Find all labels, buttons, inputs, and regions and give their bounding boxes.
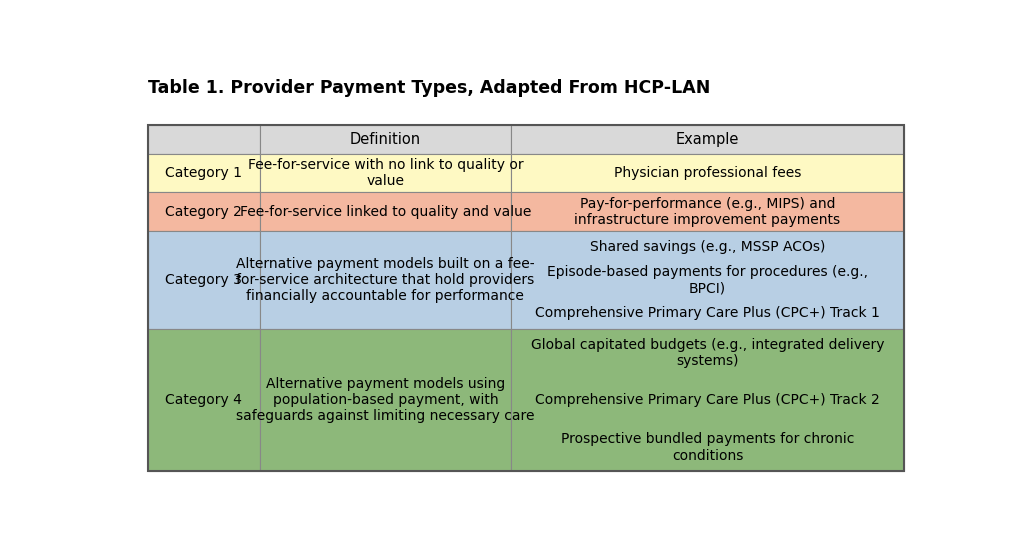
Text: Global capitated budgets (e.g., integrated delivery
systems): Global capitated budgets (e.g., integrat…: [530, 338, 885, 368]
Text: Physician professional fees: Physician professional fees: [613, 166, 801, 180]
Text: Alternative payment models built on a fee-
for-service architecture that hold pr: Alternative payment models built on a fe…: [236, 257, 535, 304]
Text: Alternative payment models using
population-based payment, with
safeguards again: Alternative payment models using populat…: [237, 377, 535, 424]
Text: Table 1. Provider Payment Types, Adapted From HCP-LAN: Table 1. Provider Payment Types, Adapted…: [147, 80, 711, 97]
Text: Comprehensive Primary Care Plus (CPC+) Track 1: Comprehensive Primary Care Plus (CPC+) T…: [536, 306, 880, 320]
Bar: [511, 126, 904, 154]
Bar: [147, 154, 260, 193]
Bar: [260, 193, 511, 231]
Text: Pay-for-performance (e.g., MIPS) and
infrastructure improvement payments: Pay-for-performance (e.g., MIPS) and inf…: [574, 197, 841, 227]
Bar: [147, 193, 260, 231]
Text: Fee-for-service linked to quality and value: Fee-for-service linked to quality and va…: [240, 204, 531, 219]
Bar: [260, 231, 511, 329]
Bar: [511, 231, 904, 329]
Bar: [511, 193, 904, 231]
Text: Category 4: Category 4: [165, 393, 243, 407]
Bar: [260, 154, 511, 193]
Bar: [260, 126, 511, 154]
Bar: [260, 329, 511, 471]
Text: Prospective bundled payments for chronic
conditions: Prospective bundled payments for chronic…: [561, 432, 854, 463]
Text: Fee-for-service with no link to quality or
value: Fee-for-service with no link to quality …: [248, 158, 523, 188]
Bar: [147, 126, 260, 154]
Bar: [511, 154, 904, 193]
Bar: [147, 126, 904, 471]
Text: Category 1: Category 1: [165, 166, 243, 180]
Text: Episode-based payments for procedures (e.g.,
BPCI): Episode-based payments for procedures (e…: [547, 265, 868, 295]
Text: Definition: Definition: [350, 132, 421, 147]
Bar: [147, 329, 260, 471]
Bar: [511, 329, 904, 471]
Bar: [147, 231, 260, 329]
Text: Category 3: Category 3: [165, 273, 243, 287]
Text: Category 2: Category 2: [165, 204, 243, 219]
Text: Shared savings (e.g., MSSP ACOs): Shared savings (e.g., MSSP ACOs): [590, 241, 825, 254]
Text: Example: Example: [676, 132, 739, 147]
Text: Comprehensive Primary Care Plus (CPC+) Track 2: Comprehensive Primary Care Plus (CPC+) T…: [536, 393, 880, 407]
